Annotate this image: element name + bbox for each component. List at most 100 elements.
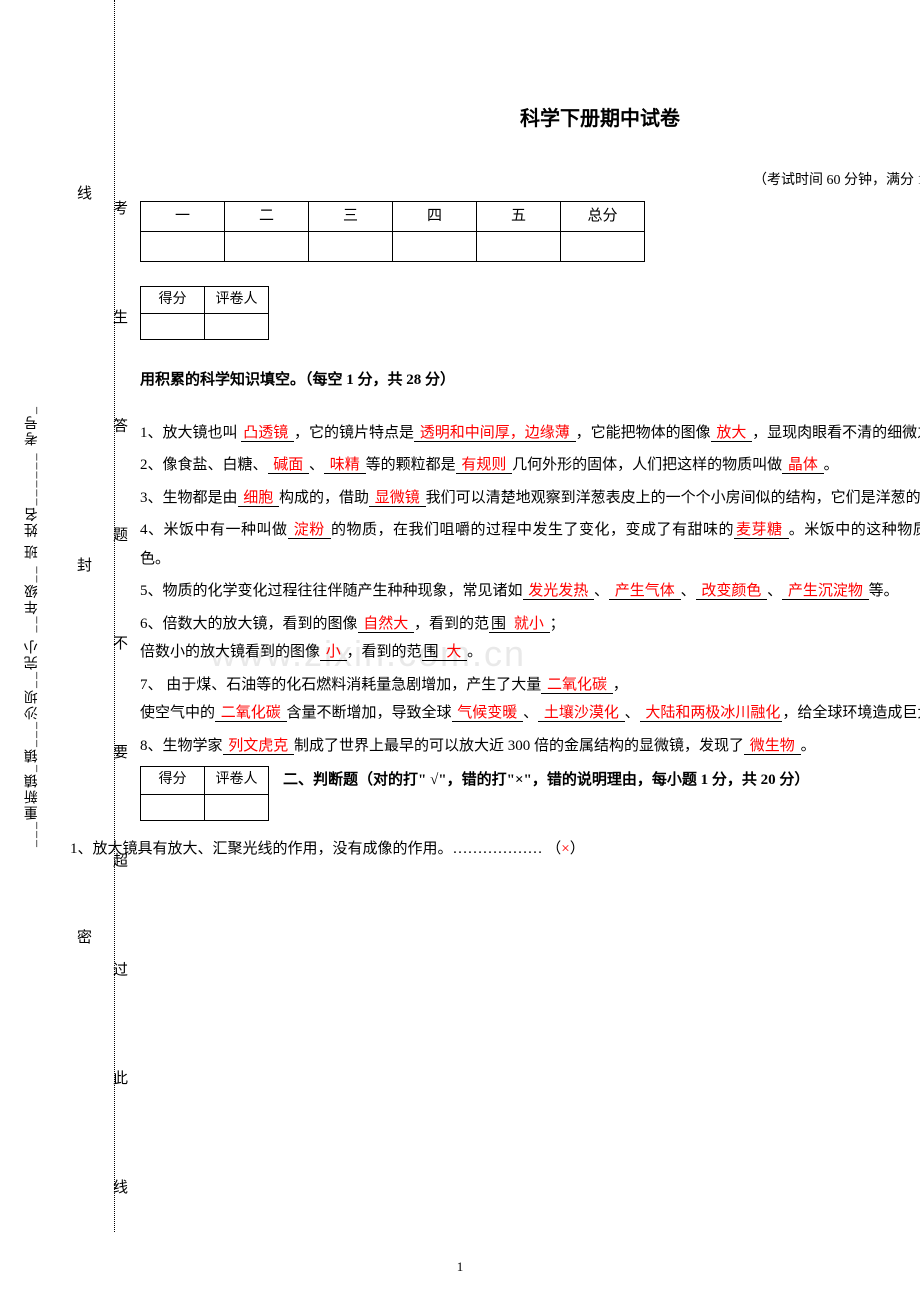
- answer: 凸透镜: [241, 425, 294, 442]
- section2-block: 得分 评卷人 二、判断题（对的打" √"，错的打"×"，错的说明理由，每小题 1…: [140, 766, 920, 821]
- question-7: 7、 由于煤、石油等的化石燃料消耗量急剧增加，产生了大量 二氧化碳 ， 使空气中…: [140, 671, 920, 728]
- question-4: 4、米饭中有一种叫做 淀粉 的物质，在我们咀嚼的过程中发生了变化，变成了有甜味的…: [140, 516, 920, 573]
- score-cell: [393, 231, 477, 261]
- answer: 就小: [508, 616, 550, 633]
- boxed-char: 围: [422, 644, 441, 661]
- answer: 碱面: [268, 457, 310, 474]
- answer: 细胞: [238, 490, 280, 507]
- table-row: [141, 794, 269, 820]
- student-info-strip: ___重新镇_镇___沙坝__完小 __年级__ 班 姓名______ 考号_: [18, 150, 48, 1102]
- q-text: 、: [625, 705, 640, 721]
- q-text: 4、米饭中有一种叫做: [140, 522, 288, 538]
- q-text: 等。: [869, 583, 899, 599]
- score-header: 五: [477, 201, 561, 231]
- answer: 列文虎克: [223, 738, 295, 755]
- answer: 味精: [324, 457, 366, 474]
- question-1: 1、放大镜也叫 凸透镜 ，它的镜片特点是 透明和中间厚，边缘薄 ，它能把物体的图…: [140, 419, 920, 448]
- q-text: 色。: [140, 551, 170, 567]
- question-8: 8、生物学家 列文虎克 制成了世界上最早的可以放大近 300 倍的金属结构的显微…: [140, 732, 920, 761]
- answer: 二氧化碳: [215, 705, 287, 722]
- scorer-table-2: 得分 评卷人: [140, 766, 269, 821]
- q-text: 的物质，在我们咀嚼的过程中发生了变化，变成了有甜味的: [331, 522, 734, 538]
- q-text: 制成了世界上最早的可以放大近 300 倍的金属结构的显微镜，发现了: [294, 738, 744, 754]
- answer: 大: [441, 644, 468, 661]
- score-cell: [141, 231, 225, 261]
- exam-title: 科学下册期中试卷: [140, 100, 920, 138]
- answer: 小: [320, 644, 347, 661]
- q-text: ，它能把物体的图像: [576, 425, 711, 441]
- q-text: 。: [824, 457, 839, 473]
- question-2: 2、像食盐、白糖、 碱面 、 味精 等的颗粒都是 有规则 几何外形的固体，人们把…: [140, 451, 920, 480]
- scorer-table-1: 得分 评卷人: [140, 286, 269, 341]
- q-text: 含量不断增加，导致全球: [287, 705, 452, 721]
- q-text: 、: [523, 705, 538, 721]
- answer: 有规则: [456, 457, 513, 474]
- question-6: 6、倍数大的放大镜，看到的图像 自然大 ，看到的范围 就小 ； 倍数小的放大镜看…: [140, 610, 920, 667]
- binding-edge: 线 封 密: [55, 0, 115, 1232]
- answer: 放大: [711, 425, 753, 442]
- score-cell: [141, 794, 205, 820]
- answer: 大陆和两极冰川融化: [640, 705, 783, 722]
- answer: 透明和中间厚，边缘薄: [414, 425, 576, 442]
- q-text: ，给全球环境造成巨大的压力。: [782, 705, 920, 721]
- score-table: 一 二 三 四 五 总分: [140, 201, 645, 262]
- score-cell: [561, 231, 645, 261]
- answer: 改变颜色: [696, 583, 768, 600]
- answer: 二氧化碳: [541, 677, 613, 694]
- table-row: [141, 231, 645, 261]
- q-text: 使空气中的: [140, 705, 215, 721]
- q-text: ，: [613, 677, 628, 693]
- answer: 微生物: [744, 738, 801, 755]
- score-cell: [477, 231, 561, 261]
- score-header: 二: [225, 201, 309, 231]
- score-cell: [205, 794, 269, 820]
- q-text: 8、生物学家: [140, 738, 223, 754]
- answer: 产生气体: [609, 583, 681, 600]
- q-text: 5、物质的化学变化过程往往伴随产生种种现象，常见诸如: [140, 583, 523, 599]
- q-text: 1、放大镜也叫: [140, 425, 241, 441]
- q-text: 、: [309, 457, 324, 473]
- q-text: 几何外形的固体，人们把这样的物质叫做: [512, 457, 782, 473]
- table-row: [141, 314, 269, 340]
- score-cell: [225, 231, 309, 261]
- scorer-col: 评卷人: [205, 286, 269, 314]
- table-row: 得分 评卷人: [141, 286, 269, 314]
- q-text: 1、放大镜具有放大、汇聚光线的作用，没有成像的作用。……………… （: [70, 841, 561, 857]
- score-header: 一: [141, 201, 225, 231]
- question-5: 5、物质的化学变化过程往往伴随产生种种现象，常见诸如 发光发热 、 产生气体 、…: [140, 577, 920, 606]
- answer: 淀粉: [288, 522, 332, 539]
- score-header: 三: [309, 201, 393, 231]
- boxed-char: 围: [489, 616, 508, 633]
- exam-meta: （考试时间 60 分钟，满分 100 分）: [140, 168, 920, 195]
- score-cell: [309, 231, 393, 261]
- seal-mark-line: 线: [77, 180, 92, 209]
- q-text: 、: [681, 583, 696, 599]
- q-text: 、: [594, 583, 609, 599]
- seal-mark-mi: 密: [77, 924, 92, 953]
- q-text: ，看到的范: [414, 616, 489, 632]
- q-text: ，显现肉眼看不清的细微之处。: [752, 425, 920, 441]
- answer: 发光发热: [523, 583, 595, 600]
- q-text: ，看到的范: [347, 644, 422, 660]
- answer: ×: [561, 841, 569, 857]
- page-number: 1: [457, 1255, 464, 1280]
- q-text: 构成的，借助: [279, 490, 369, 506]
- page-content: 科学下册期中试卷 （考试时间 60 分钟，满分 100 分） 一 二 三 四 五…: [140, 100, 920, 863]
- answer: 麦芽糖: [734, 522, 789, 539]
- q-text: 倍数小的放大镜看到的图像: [140, 644, 320, 660]
- q-text: 2、像食盐、白糖、: [140, 457, 268, 473]
- scorer-col: 得分: [141, 767, 205, 795]
- scorer-col: 得分: [141, 286, 205, 314]
- answer: 土壤沙漠化: [538, 705, 625, 722]
- answer: 自然大: [358, 616, 415, 633]
- section1-heading: 用积累的科学知识填空。（每空 1 分，共 28 分）: [140, 366, 920, 395]
- q-text: 等的颗粒都是: [366, 457, 456, 473]
- q-text: ；: [550, 616, 565, 632]
- q-text: ）: [570, 841, 585, 857]
- answer: 晶体: [782, 457, 824, 474]
- q-text: ，它的镜片特点是: [294, 425, 414, 441]
- seal-mark-feng: 封: [77, 552, 92, 581]
- answer: 显微镜: [369, 490, 426, 507]
- q-text: 6、倍数大的放大镜，看到的图像: [140, 616, 358, 632]
- score-header: 四: [393, 201, 477, 231]
